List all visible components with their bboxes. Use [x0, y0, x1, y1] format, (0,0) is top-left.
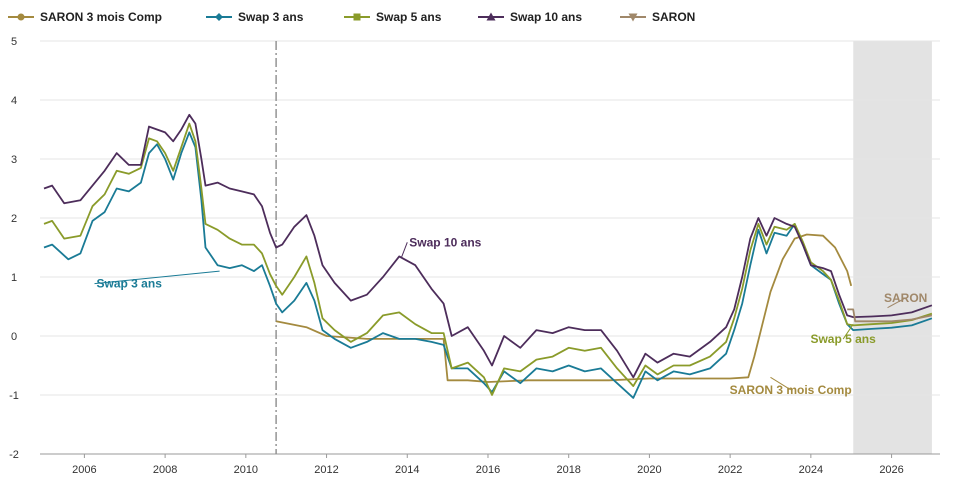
y-tick-label: 1 — [11, 272, 17, 284]
x-tick-label: 2014 — [395, 464, 419, 476]
legend-marker-swap-10-ans — [478, 12, 504, 21]
y-tick-label: 2 — [11, 213, 17, 225]
annotation-leader — [400, 242, 408, 259]
annotation-leader — [887, 297, 906, 309]
series-line-saron-3-mois-comp — [275, 233, 853, 383]
annotation-label-swap-5-ans: Swap 5 ans — [810, 332, 876, 346]
series-line-swap-5-ans — [43, 122, 933, 396]
y-tick-label: 5 — [11, 36, 17, 48]
annotation-label-swap-10-ans: Swap 10 ans — [409, 235, 481, 249]
x-tick-label: 2018 — [556, 464, 580, 476]
legend: SARON 3 mois Comp Swap 3 ans Swap 5 ans … — [0, 0, 954, 30]
y-tick-label: 4 — [11, 95, 17, 107]
annotation-label-swap-3-ans: Swap 3 ans — [97, 277, 163, 291]
legend-item-swap-10-ans[interactable]: Swap 10 ans — [478, 9, 582, 25]
x-tick-label: 2016 — [476, 464, 500, 476]
legend-marker-swap-3-ans — [206, 13, 232, 21]
x-tick-label: 2008 — [153, 464, 177, 476]
series-line-swap-3-ans — [43, 131, 933, 399]
legend-label: Swap 3 ans — [238, 10, 304, 24]
annotation-leader — [842, 323, 854, 340]
x-tick-label: 2010 — [234, 464, 258, 476]
annotation-label-saron: SARON — [884, 291, 927, 305]
legend-marker-saron — [620, 13, 646, 22]
annotation-leader — [770, 376, 791, 391]
legend-label: SARON 3 mois Comp — [40, 10, 163, 24]
legend-item-saron[interactable]: SARON — [620, 9, 695, 25]
x-tick-label: 2024 — [799, 464, 823, 476]
y-tick-label: -1 — [9, 390, 19, 402]
legend-item-swap-5-ans[interactable]: Swap 5 ans — [344, 9, 441, 25]
legend-label: SARON — [652, 10, 696, 24]
x-tick-label: 2020 — [637, 464, 661, 476]
legend-item-swap-3-ans[interactable]: Swap 3 ans — [206, 9, 303, 25]
annotation-leader — [94, 270, 220, 285]
x-tick-label: 2022 — [718, 464, 742, 476]
legend-item-saron-3-mois-comp[interactable]: SARON 3 mois Comp — [8, 9, 162, 25]
forecast-shade — [853, 41, 932, 454]
annotation-label-saron-3-mois-comp: SARON 3 mois Comp — [730, 383, 852, 397]
series-line-saron — [847, 308, 933, 323]
x-tick-label: 2006 — [72, 464, 96, 476]
legend-label: Swap 5 ans — [376, 10, 442, 24]
legend-marker-saron-3-mois-comp — [8, 13, 34, 21]
legend-label: Swap 10 ans — [510, 10, 583, 24]
y-tick-label: -2 — [9, 449, 19, 461]
legend-marker-swap-5-ans — [344, 13, 370, 21]
y-tick-label: 0 — [11, 331, 17, 343]
x-tick-label: 2012 — [314, 464, 338, 476]
series-line-swap-10-ans — [43, 113, 933, 379]
y-tick-label: 3 — [11, 154, 17, 166]
x-tick-label: 2026 — [879, 464, 903, 476]
